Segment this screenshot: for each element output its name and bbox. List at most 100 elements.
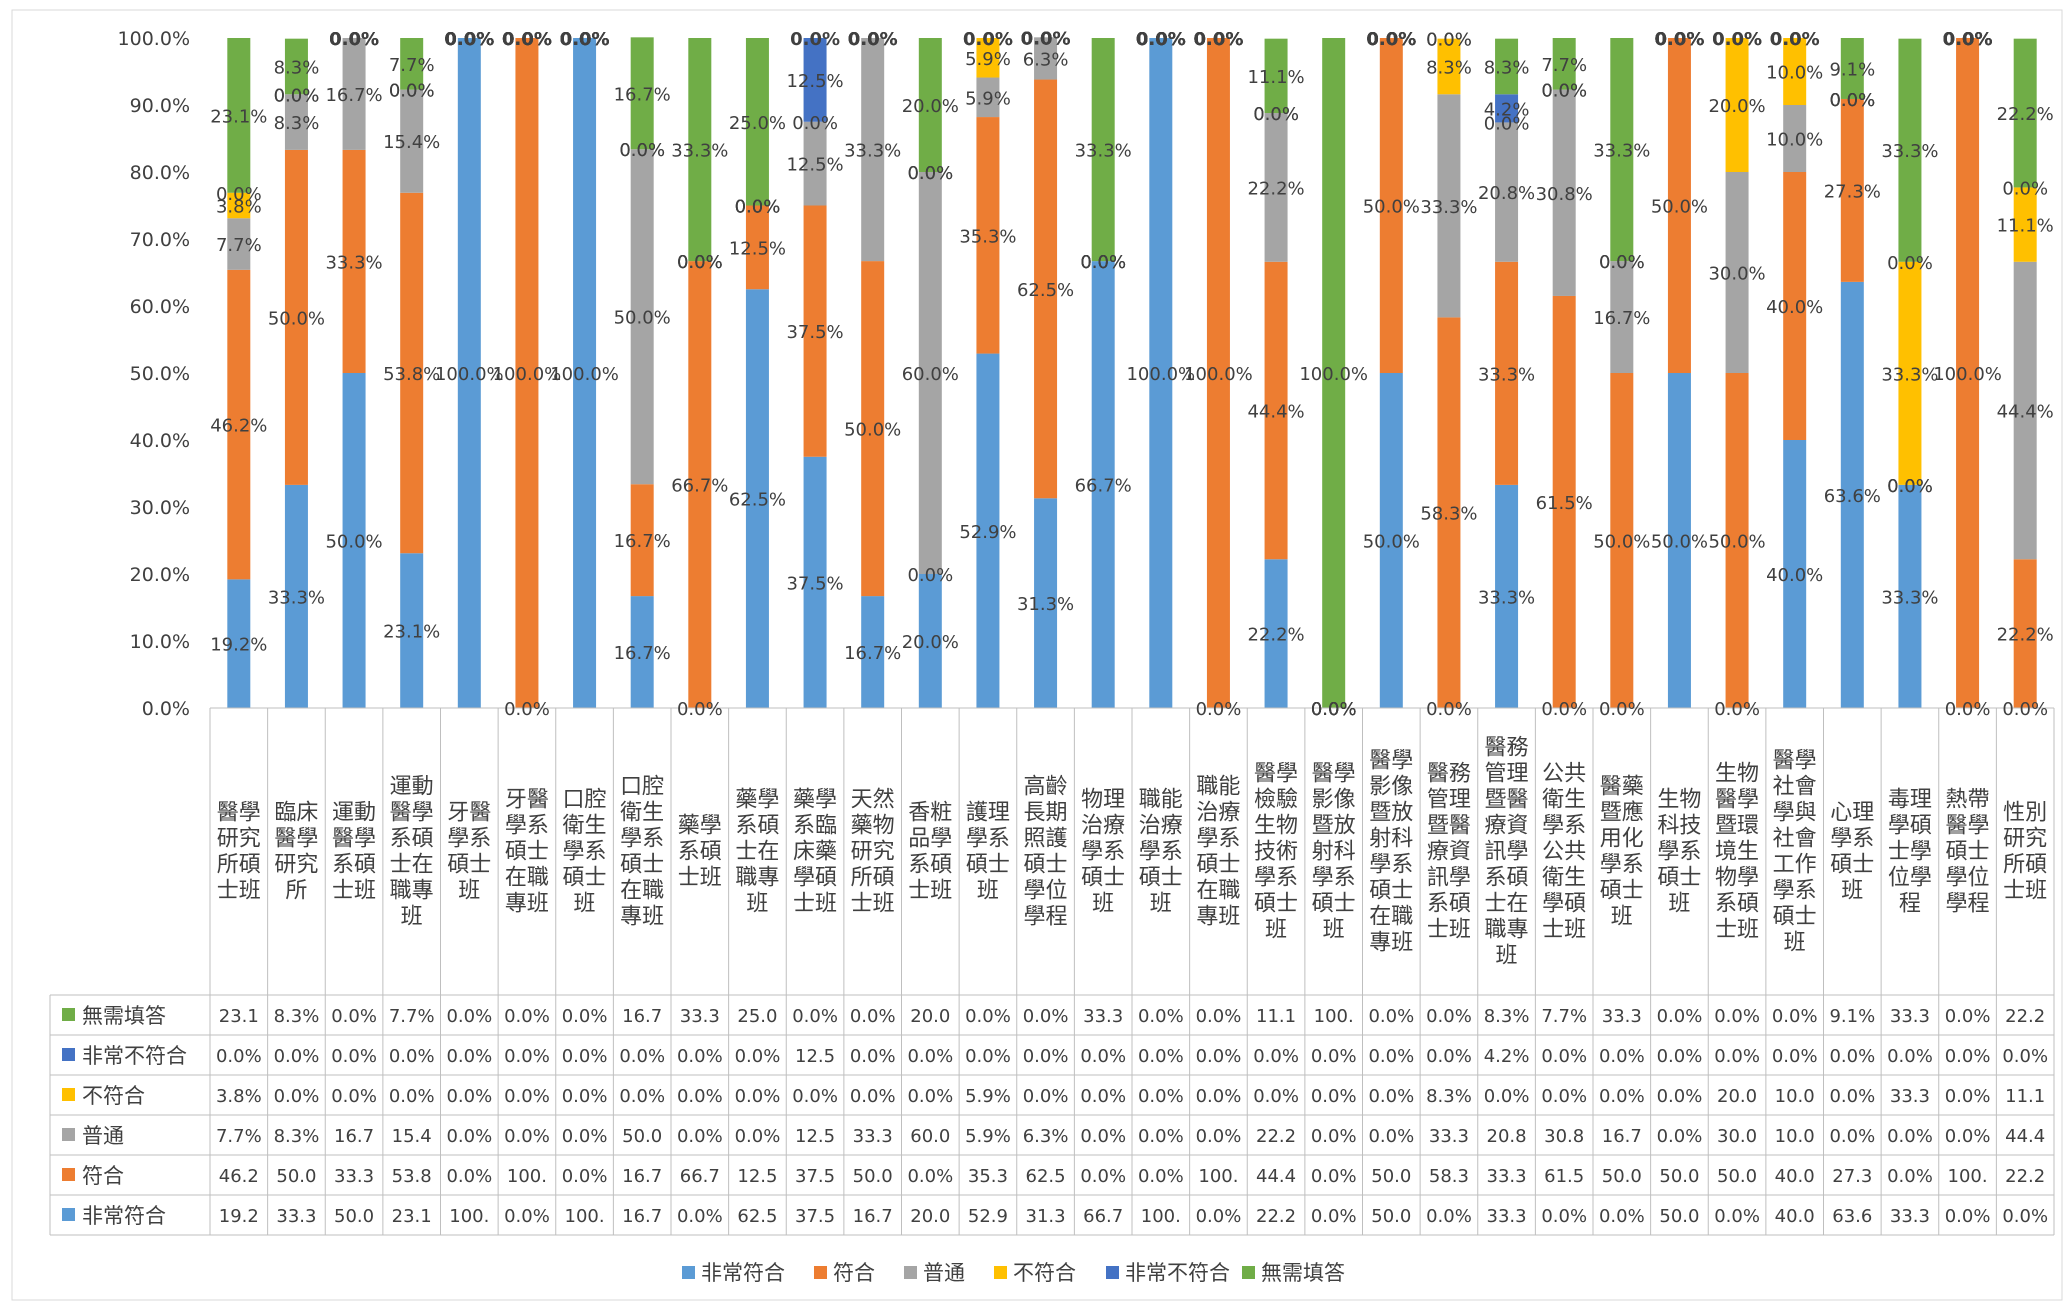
- legend-label[interactable]: 非常不符合: [1125, 1261, 1230, 1285]
- bar-segment: [1149, 38, 1173, 708]
- bar-segment: [688, 261, 712, 708]
- data-label: 16.7%: [325, 85, 382, 106]
- legend-label[interactable]: 非常符合: [701, 1261, 785, 1285]
- category-label: 香粧品學系碩士班: [908, 801, 952, 904]
- data-label: 0.0%: [907, 163, 953, 184]
- data-label: 4.2%: [1484, 99, 1530, 120]
- data-label: 0.0%: [1829, 90, 1875, 111]
- bar-segment: [1091, 38, 1115, 262]
- data-label: 44.4%: [1997, 402, 2054, 423]
- table-cell: 100.: [565, 1206, 605, 1227]
- data-label: 62.5%: [1017, 280, 1074, 301]
- bar-segment: [1898, 261, 1922, 485]
- table-cell: 0.0%: [331, 1046, 377, 1067]
- legend-label[interactable]: 符合: [833, 1261, 875, 1285]
- data-label: 0.0%: [790, 29, 840, 50]
- table-cell: 33.3: [1487, 1206, 1527, 1227]
- table-cell: 0.0%: [1829, 1046, 1875, 1067]
- table-cell: 0.0%: [677, 1046, 723, 1067]
- category-label: 生物科技學系碩士班: [1657, 788, 1701, 917]
- legend-label[interactable]: 普通: [923, 1261, 965, 1285]
- table-cell: 100.: [507, 1166, 547, 1187]
- table-cell: 0.0%: [1023, 1046, 1069, 1067]
- table-cell: 8.3%: [1484, 1006, 1530, 1027]
- data-label: 0.0%: [1136, 29, 1186, 50]
- table-cell: 16.7: [622, 1206, 662, 1227]
- data-label: 10.0%: [1766, 63, 1823, 84]
- legend[interactable]: 非常符合 符合 普通 不符合 非常不符合 無需填答: [682, 1261, 1345, 1285]
- table-cell: 0.0%: [1196, 1086, 1242, 1107]
- data-label: 33.3%: [268, 587, 325, 608]
- table-cell: 0.0%: [1599, 1046, 1645, 1067]
- table-cell: 0.0%: [1138, 1086, 1184, 1107]
- table-cell: 100.: [1141, 1206, 1181, 1227]
- data-label: 23.1%: [383, 622, 440, 643]
- data-label: 25.0%: [729, 113, 786, 134]
- table-cell: 33.3: [1429, 1126, 1469, 1147]
- legend-key[interactable]: [814, 1266, 827, 1279]
- data-label: 0.0%: [848, 29, 898, 50]
- table-cell: 20.8: [1487, 1126, 1527, 1147]
- category-label: 醫務管理暨醫療資訊學系碩士班: [1427, 762, 1471, 943]
- category-label: 運動醫學系碩士班: [332, 801, 376, 904]
- legend-key[interactable]: [904, 1266, 917, 1279]
- bar-segment: [1379, 373, 1403, 708]
- table-cell: 0.0%: [907, 1166, 953, 1187]
- table-cell: 7.7%: [216, 1126, 262, 1147]
- table-cell: 0.0%: [1945, 1006, 1991, 1027]
- bar-segment: [1552, 89, 1576, 296]
- bar-segment: [976, 77, 1000, 118]
- table-cell: 22.2: [2005, 1006, 2045, 1027]
- data-label: 37.5%: [786, 573, 843, 594]
- table-legend-key: [62, 1128, 75, 1141]
- data-label: 0.0%: [1887, 476, 1933, 497]
- table-cell: 0.0%: [274, 1046, 320, 1067]
- table-cell: 0.0%: [1484, 1086, 1530, 1107]
- bar-segment: [1034, 498, 1058, 708]
- legend-label[interactable]: 不符合: [1013, 1261, 1076, 1285]
- legend-key[interactable]: [1242, 1266, 1255, 1279]
- bar-segment: [227, 579, 251, 708]
- category-label: 口腔衛生學系碩士在職專班: [620, 775, 664, 930]
- bar-segment: [400, 38, 424, 90]
- table-cell: 10.0: [1775, 1126, 1815, 1147]
- data-label: 0.0%: [1193, 29, 1243, 50]
- data-label: 0.0%: [216, 184, 262, 205]
- table-cell: 15.4: [392, 1126, 432, 1147]
- table-cell: 25.0: [737, 1006, 777, 1027]
- y-tick-label: 40.0%: [130, 430, 190, 452]
- bar-segment: [918, 38, 942, 172]
- legend-key[interactable]: [682, 1266, 695, 1279]
- legend-key[interactable]: [1106, 1266, 1119, 1279]
- table-cell: 0.0%: [1829, 1086, 1875, 1107]
- data-label: 0.0%: [329, 29, 379, 50]
- data-label: 30.0%: [1708, 264, 1765, 285]
- table-cell: 40.0: [1775, 1206, 1815, 1227]
- data-label: 0.0%: [1193, 29, 1243, 50]
- table-cell: 11.1: [2005, 1086, 2045, 1107]
- category-label: 醫學社會學與社會工作學系碩士班: [1773, 749, 1817, 956]
- bar-segment: [1437, 38, 1461, 95]
- data-label: 0.0%: [1943, 29, 1993, 50]
- category-label: 護理學系碩士班: [966, 801, 1010, 904]
- bar-segment: [1840, 38, 1864, 99]
- table-cell: 0.0%: [1080, 1086, 1126, 1107]
- legend-key[interactable]: [994, 1266, 1007, 1279]
- bar-segment: [976, 38, 1000, 78]
- table-cell: 9.1%: [1829, 1006, 1875, 1027]
- table-cell: 0.0%: [504, 1046, 550, 1067]
- bar-segment: [630, 484, 654, 597]
- table-cell: 0.0%: [1714, 1006, 1760, 1027]
- data-label: 0.0%: [1311, 699, 1357, 720]
- table-cell: 0.0%: [1887, 1166, 1933, 1187]
- data-label: 40.0%: [1766, 565, 1823, 586]
- table-cell: 16.7: [853, 1206, 893, 1227]
- legend-label[interactable]: 無需填答: [1261, 1261, 1345, 1285]
- table-cell: 0.0%: [1599, 1206, 1645, 1227]
- bar-segment: [1610, 38, 1634, 262]
- table-cell: 0.0%: [1311, 1086, 1357, 1107]
- table-cell: 0.0%: [1311, 1046, 1357, 1067]
- table-cell: 0.0%: [504, 1206, 550, 1227]
- data-label: 0.0%: [1654, 29, 1704, 50]
- data-label: 19.2%: [210, 635, 267, 656]
